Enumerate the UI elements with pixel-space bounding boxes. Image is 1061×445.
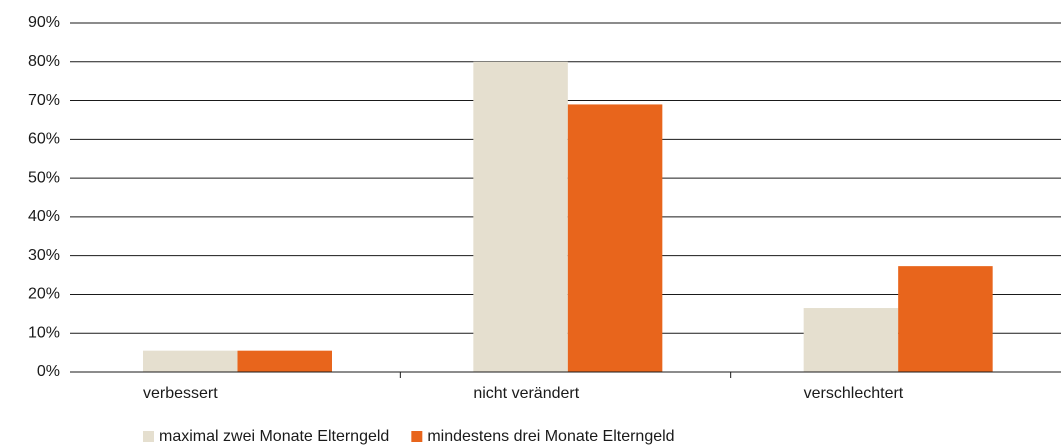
y-tick-label: 90% (28, 14, 60, 31)
y-tick-label: 30% (28, 247, 60, 264)
y-tick-label: 40% (28, 208, 60, 225)
bar (898, 266, 993, 372)
y-tick-label: 60% (28, 131, 60, 148)
bar (567, 104, 663, 372)
legend-swatch (411, 431, 423, 442)
legend-swatch (143, 431, 154, 442)
legend-label: mindestens drei Monate Elterngeld (427, 428, 674, 445)
legend-label: maximal zwei Monate Elterngeld (159, 428, 389, 445)
bar (237, 350, 332, 372)
y-tick-label: 0% (37, 363, 60, 380)
y-tick-label: 20% (28, 286, 60, 303)
bar (803, 308, 899, 372)
y-tick-label: 70% (28, 92, 60, 109)
bar (143, 350, 238, 372)
y-tick-label: 80% (28, 53, 60, 70)
y-tick-label: 50% (28, 169, 60, 186)
x-tick-label: verbessert (143, 385, 218, 402)
x-tick-label: verschlechtert (804, 385, 904, 402)
bar (473, 61, 568, 373)
x-tick-label: nicht verändert (473, 385, 579, 402)
y-tick-label: 10% (28, 324, 60, 341)
